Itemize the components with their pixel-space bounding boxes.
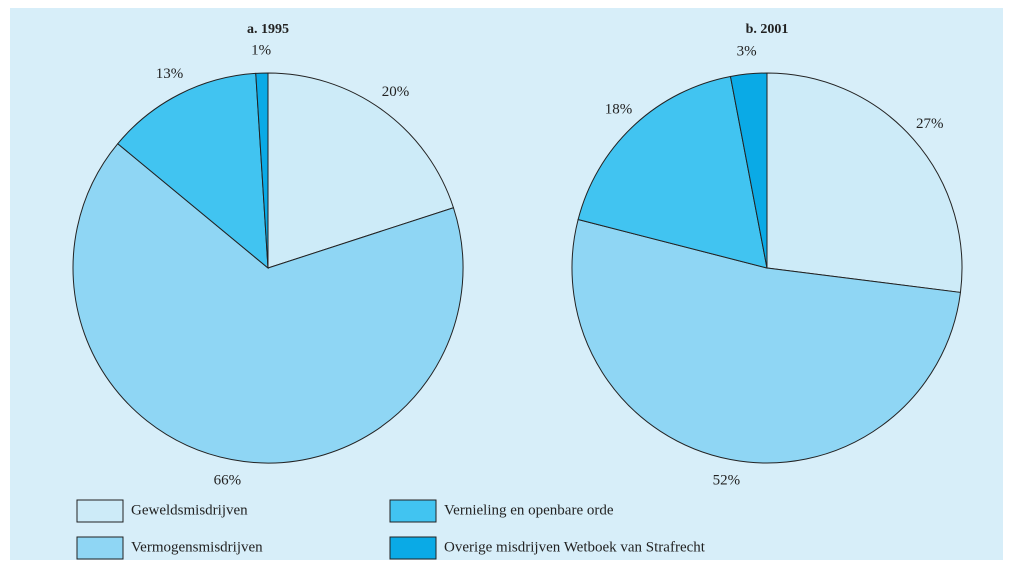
legend-label: Vernieling en openbare orde	[444, 502, 614, 518]
pie-slice	[766, 72, 963, 293]
pie-slice	[255, 72, 269, 269]
pie-slice	[267, 72, 455, 269]
data-label: 20%	[382, 84, 410, 100]
data-label: 13%	[156, 66, 184, 82]
data-label: 27%	[916, 116, 944, 132]
legend-swatch	[76, 536, 124, 560]
data-label: 66%	[214, 473, 242, 489]
legend-label: Geweldsmisdrijven	[131, 502, 248, 518]
data-label: 52%	[713, 473, 741, 489]
legend-label: Overige misdrijven Wetboek van Strafrech…	[444, 539, 706, 555]
pie-slice	[577, 75, 768, 269]
chart-title: a. 1995	[247, 22, 289, 37]
pie-slice	[117, 72, 269, 270]
legend-swatch	[389, 536, 437, 560]
pie-slice	[571, 218, 962, 464]
data-label: 18%	[605, 101, 633, 117]
data-label: 3%	[737, 43, 757, 59]
legend-swatch	[389, 499, 437, 523]
pie-slice	[729, 72, 768, 269]
legend-swatch	[76, 499, 124, 523]
legend-label: Vermogensmisdrijven	[131, 539, 263, 555]
pie-slice	[72, 142, 464, 464]
chart-title: b. 2001	[746, 22, 789, 37]
data-label: 1%	[251, 43, 271, 59]
